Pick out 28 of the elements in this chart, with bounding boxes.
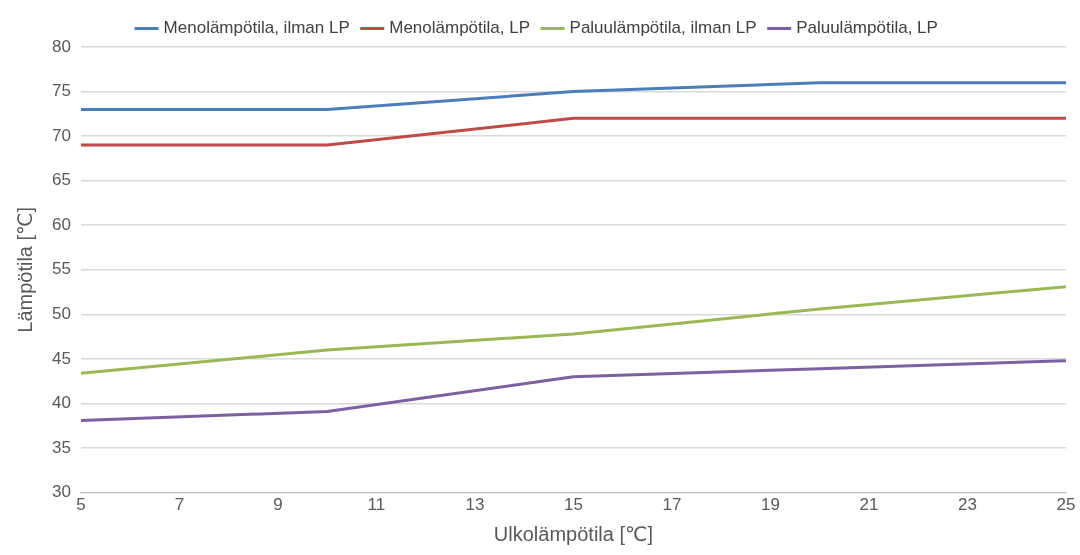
x-tick-label: 21 [859,495,879,515]
x-tick-label: 23 [958,495,977,515]
x-tick-label: 13 [465,495,485,515]
y-tick-label: 50 [51,304,71,324]
x-tick-label: 15 [563,495,583,515]
y-tick-label: 55 [51,259,71,279]
y-tick-label: 60 [51,214,71,234]
x-tick-label: 9 [273,495,283,515]
y-axis-title: Lämpötila [℃] [13,206,36,333]
y-tick-label: 40 [51,393,71,413]
y-tick-label: 70 [51,125,71,145]
x-axis-title: Ulkolämpötila [℃] [493,522,654,545]
y-tick-label: 30 [51,482,71,502]
x-tick-label: 5 [76,495,86,515]
legend-label: Menolämpötila, ilman LP [163,18,350,38]
x-tick-label: 7 [174,495,185,515]
y-tick-label: 35 [51,437,71,457]
x-tick-label: 11 [367,495,386,515]
y-tick-label: 80 [51,36,71,56]
x-tick-label: 17 [662,495,682,515]
legend-label: Paluulämpötila, ilman LP [569,18,757,38]
y-tick-label: 75 [51,81,71,101]
y-tick-label: 45 [51,348,71,368]
legend-label: Paluulämpötila, LP [796,18,938,38]
x-tick-label: 25 [1056,495,1076,515]
x-tick-label: 19 [761,495,780,515]
y-tick-label: 65 [51,170,71,190]
legend-label: Menolämpötila, LP [389,18,531,38]
